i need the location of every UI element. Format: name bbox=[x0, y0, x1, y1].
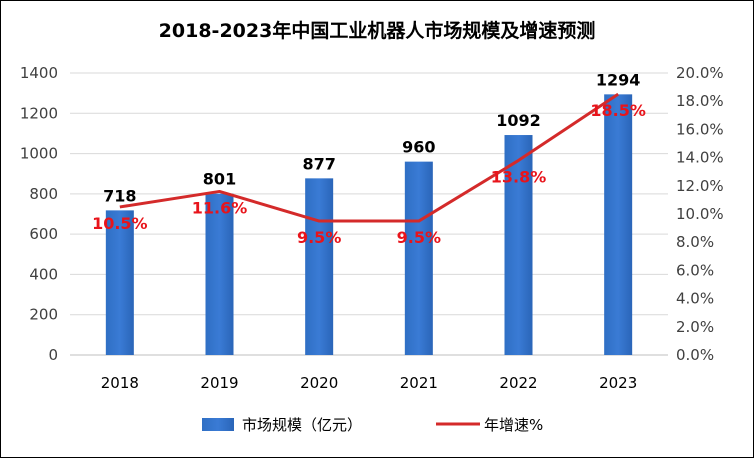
right-axis-tick-label: 20.0% bbox=[676, 64, 724, 82]
x-axis-tick-label: 2018 bbox=[101, 374, 139, 392]
x-axis-tick-label: 2021 bbox=[400, 374, 438, 392]
x-axis-tick-label: 2019 bbox=[200, 374, 238, 392]
bar-2023 bbox=[604, 94, 633, 355]
right-axis-tick-label: 2.0% bbox=[676, 318, 714, 336]
right-axis-tick-label: 8.0% bbox=[676, 233, 714, 251]
bar-value-label: 877 bbox=[302, 154, 335, 173]
left-axis-tick-label: 1000 bbox=[20, 145, 58, 163]
growth-rate-label: 9.5% bbox=[297, 228, 341, 247]
bar-value-label: 1294 bbox=[596, 70, 641, 89]
bar-value-label: 960 bbox=[402, 138, 435, 157]
left-axis-tick-label: 1400 bbox=[20, 64, 58, 82]
growth-rate-line bbox=[119, 92, 619, 223]
bar-value-label: 801 bbox=[203, 170, 236, 189]
growth-rate-label: 13.8% bbox=[491, 167, 547, 186]
bar-2020 bbox=[305, 178, 334, 355]
growth-rate-label: 11.6% bbox=[192, 198, 248, 217]
bar-value-label: 718 bbox=[103, 186, 136, 205]
right-axis-tick-label: 4.0% bbox=[676, 290, 714, 308]
legend-bar-swatch bbox=[202, 418, 234, 431]
legend-bar-label: 市场规模（亿元） bbox=[242, 416, 362, 434]
right-axis-tick-label: 18.0% bbox=[676, 92, 724, 110]
growth-rate-label: 18.5% bbox=[590, 101, 646, 120]
left-axis-tick-label: 600 bbox=[29, 225, 58, 243]
chart-title: 2018-2023年中国工业机器人市场规模及增速预测 bbox=[158, 20, 596, 42]
right-axis-tick-label: 10.0% bbox=[676, 205, 724, 223]
growth-rate-label: 10.5% bbox=[92, 214, 148, 233]
left-axis-tick-label: 800 bbox=[29, 185, 58, 203]
left-axis-tick-label: 1200 bbox=[20, 104, 58, 122]
x-axis-tick-label: 2022 bbox=[499, 374, 537, 392]
x-axis-tick-label: 2020 bbox=[300, 374, 338, 392]
right-axis-tick-label: 0.0% bbox=[676, 346, 714, 364]
growth-rate-label: 9.5% bbox=[397, 228, 441, 247]
bar-2018 bbox=[105, 210, 134, 355]
right-axis-tick-label: 12.0% bbox=[676, 177, 724, 195]
legend-line-label: 年增速% bbox=[484, 416, 543, 434]
left-axis-tick-label: 200 bbox=[29, 306, 58, 324]
bar-2022 bbox=[504, 135, 533, 355]
right-axis-tick-label: 6.0% bbox=[676, 261, 714, 279]
right-axis-tick-label: 16.0% bbox=[676, 120, 724, 138]
x-axis-tick-label: 2023 bbox=[599, 374, 637, 392]
bar-2019 bbox=[205, 193, 234, 355]
left-axis-tick-label: 0 bbox=[48, 346, 58, 364]
right-axis-tick-label: 14.0% bbox=[676, 149, 724, 167]
left-axis-tick-label: 400 bbox=[29, 265, 58, 283]
bar-value-label: 1092 bbox=[496, 111, 541, 130]
bar-2021 bbox=[404, 161, 433, 355]
